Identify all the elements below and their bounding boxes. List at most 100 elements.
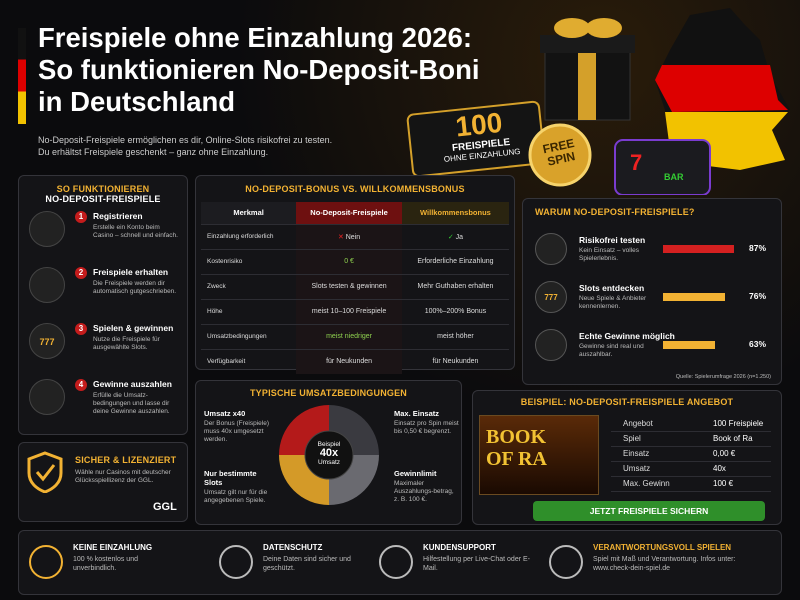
donut-center: Beispiel 40x Umsatz [309, 441, 349, 466]
table-cell: für Neukunden [401, 348, 509, 374]
donut-center-text: Umsatz [317, 459, 341, 466]
footer-item: DATENSCHUTZ Deine Daten sind sicher und g… [263, 543, 373, 573]
column-header: No-Deposit-Freispiele [296, 202, 402, 224]
comparison-title: NO-DEPOSIT-BONUS VS. WILLKOMMENSBONUS [245, 184, 465, 194]
table-cell: Ja [401, 223, 509, 249]
footer-title: KUNDENSUPPORT [423, 543, 496, 552]
table-row: Kostenrisiko 0 € Erforderliche Einzahlung [201, 248, 509, 274]
step-icon [29, 267, 65, 303]
cta-button[interactable]: JETZT FREISPIELE SICHERN [533, 501, 765, 521]
table-cell: für Neukunden [296, 348, 402, 374]
wagering-item-title: Max. Einsatz [394, 409, 440, 418]
example-panel: BEISPIEL: NO-DEPOSIT-FREISPIELE ANGEBOT … [472, 390, 782, 525]
wagering-item-title: Nur bestimmte Slots [204, 469, 257, 487]
why-title: Risikofrei testen [579, 235, 646, 245]
table-header: Merkmal No-Deposit-Freispiele Willkommensb… [201, 202, 509, 224]
slot-label: BAR [664, 172, 684, 182]
percent-bar [663, 245, 735, 253]
title-line: in Deutschland [38, 86, 236, 117]
offer-value: 0,00 € [713, 449, 736, 458]
how-title: NO-DEPOSIT-FREISPIELE [45, 194, 161, 204]
footer-icon [549, 545, 583, 579]
hero-art [406, 8, 790, 195]
offer-label: Angebot [623, 419, 653, 428]
percent-label: 76% [749, 291, 767, 301]
wagering-item-text: Maximaler Auszahlungs-betrag, z. B. 100 … [394, 480, 454, 503]
shield-icon [27, 451, 63, 493]
why-source: Quelle: Spielerumfrage 2026 (n=1.250) [675, 374, 771, 380]
table-cell: 100%–200% Bonus [401, 298, 509, 324]
table-cell: Einzahlung erforderlich [201, 223, 297, 249]
step-title: Spielen & gewinnen [93, 323, 174, 333]
gift-ribbon [578, 45, 596, 120]
comparison-panel: NO-DEPOSIT-BONUS VS. WILLKOMMENSBONUS Me… [195, 175, 515, 374]
offer-label: Max. Gewinn [623, 479, 670, 488]
offer-divider [611, 461, 771, 462]
intro-line: No-Deposit-Freispiele ermöglichen es dir… [38, 135, 333, 145]
step-title: Gewinne auszahlen [93, 379, 172, 389]
step-icon [29, 211, 65, 247]
how-panel: SO FUNKTIONIEREN NO-DEPOSIT-FREISPIELE 1… [18, 175, 188, 435]
footer-item: KUNDENSUPPORT Hilfestellung per Live-Chat… [423, 543, 533, 573]
title-line: Freispiele ohne Einzahlung 2026: [38, 22, 472, 53]
gift-bow [554, 18, 590, 38]
table-cell: Erforderliche Einzahlung [401, 248, 509, 274]
why-text: Gewinne sind real und auszahlbar. [579, 343, 644, 358]
gift-lid [540, 35, 635, 53]
step-text: Die Freispiele werden dir automatisch gu… [93, 280, 177, 295]
table-row: Umsatzbedingungen meist niedriger meist hö… [201, 323, 509, 349]
column-header: Merkmal [201, 202, 297, 224]
why-title: Echte Gewinne möglich [579, 331, 675, 341]
safety-text: Wähle nur Casinos mit deutscher Glückssp… [75, 469, 171, 484]
why-title: WARUM NO-DEPOSIT-FREISPIELE? [535, 207, 695, 217]
gift-bow [586, 18, 622, 38]
header-title: Freispiele ohne Einzahlung 2026: So funkt… [38, 22, 480, 118]
offer-divider [611, 431, 771, 432]
table-row: Verfügbarkeit für Neukunden für Neukunden [201, 348, 509, 374]
footer-item: VERANTWORTUNGSVOLL SPIELEN Spiel mit Maß … [593, 543, 768, 573]
offer-value: 100 Freispiele [713, 419, 764, 428]
safety-panel: SICHER & LIZENZIERT Wähle nur Casinos mi… [18, 442, 188, 522]
wagering-item: Umsatz x40 Der Bonus (Freispiele) muss 40… [204, 409, 270, 444]
flag-stripe [18, 28, 26, 124]
step-text: Erstelle ein Konto beim Casino – schnell… [93, 224, 178, 239]
offer-divider [611, 491, 771, 492]
offer-divider [611, 476, 771, 477]
footer-text: Deine Daten sind sicher und geschützt. [263, 556, 351, 572]
footer-title: DATENSCHUTZ [263, 543, 323, 552]
wagering-item-text: Einsatz pro Spin meist bis 0,50 € begren… [394, 420, 459, 435]
table-row: Höhe meist 10–100 Freispiele 100%–200% Bon… [201, 298, 509, 324]
offer-label: Umsatz [623, 464, 651, 473]
footer-icon [29, 545, 63, 579]
game-image: BOOK OF RA [479, 415, 599, 495]
wagering-item: Nur bestimmte Slots Umsatz gilt nur für d… [204, 469, 270, 505]
why-icon: 777 [535, 281, 567, 313]
table-cell: Höhe [201, 298, 297, 324]
germany-red [655, 65, 788, 112]
percent-label: 63% [749, 339, 767, 349]
offer-label: Einsatz [623, 449, 650, 458]
step-number: 2 [75, 267, 87, 279]
offer-value: 40x [713, 464, 726, 473]
table-cell: Verfügbarkeit [201, 348, 297, 374]
wagering-item-text: Umsatz gilt nur für die angegebenen Spie… [204, 489, 268, 504]
slot-symbol: 7 [630, 150, 643, 175]
footer-title: KEINE EINZAHLUNG [73, 543, 153, 552]
footer-icon [379, 545, 413, 579]
ggl-logo: GGL [153, 501, 177, 513]
how-title: SO FUNKTIONIEREN [56, 184, 150, 194]
percent-label: 87% [749, 243, 767, 253]
footer-item: KEINE EINZAHLUNG 100 % kostenlos und unve… [73, 543, 183, 573]
footer-text: 100 % kostenlos und unverbindlich. [73, 556, 138, 572]
game-logo: OF RA [486, 448, 547, 470]
table-cell: 0 € [296, 248, 402, 274]
wagering-item: Gewinnlimit Maximaler Auszahlungs-betrag,… [394, 469, 460, 504]
step-title: Registrieren [93, 211, 143, 221]
donut-center-text: 40x [319, 447, 339, 459]
safety-title: SICHER & LIZENZIERT [75, 455, 177, 465]
donut-hole [304, 430, 354, 480]
step-number: 4 [75, 379, 87, 391]
table-cell: Zweck [201, 273, 297, 299]
step-number: 3 [75, 323, 87, 335]
why-text: Kein Einsatz – volles Spielerlebnis. [579, 247, 639, 262]
